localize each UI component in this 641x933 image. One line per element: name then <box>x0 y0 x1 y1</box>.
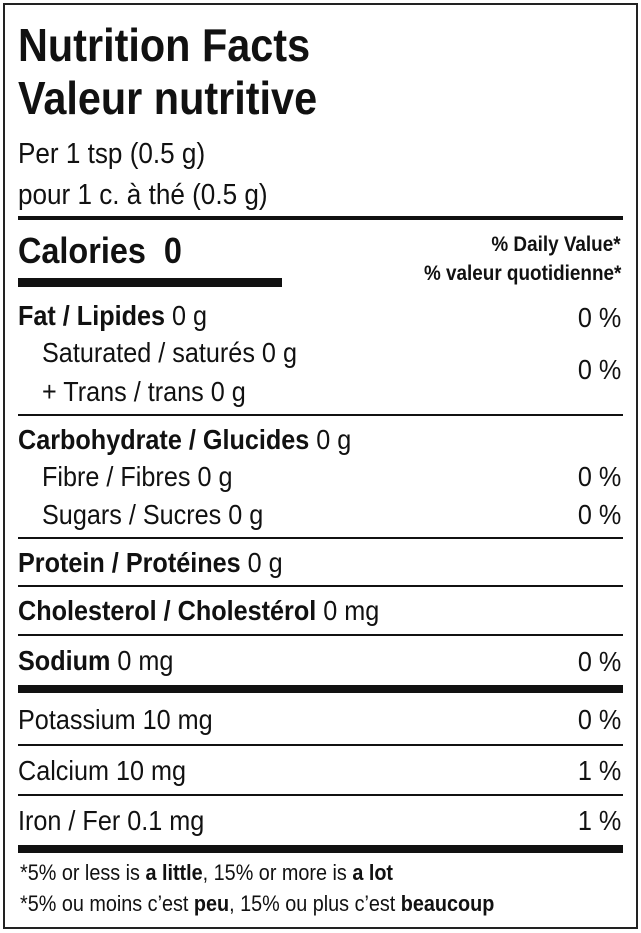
serving-size-english: Per 1 tsp (0.5 g) <box>18 138 206 170</box>
footnote-french: *5% ou moins c’est peu, 15% ou plus c’es… <box>20 893 494 915</box>
calories-row: Calories 0 <box>18 233 182 269</box>
saturated-row: Saturated / saturés 0 g <box>42 339 297 367</box>
sodium-dv: 0 % <box>577 646 621 677</box>
footnote-emphasis: beaucoup <box>400 891 495 916</box>
potassium-amount: 10 mg <box>142 704 213 735</box>
fibre-label: Fibre / Fibres <box>42 461 191 492</box>
iron-row: Iron / Fer 0.1 mg <box>18 807 204 835</box>
fibre-dv: 0 % <box>577 461 621 492</box>
sodium-row: Sodium 0 mg <box>18 647 173 675</box>
cholesterol-row: Cholesterol / Cholestérol 0 mg <box>18 597 379 625</box>
carbohydrate-label: Carbohydrate / Glucides <box>18 424 310 455</box>
footnote-text: *5% ou moins c’est <box>20 891 194 916</box>
cholesterol-label: Cholesterol / Cholestérol <box>18 595 317 626</box>
carbohydrate-amount: 0 g <box>316 424 352 455</box>
divider <box>18 537 623 539</box>
saturated-label: Saturated / saturés <box>42 337 255 368</box>
footnote-emphasis: peu <box>193 891 230 916</box>
calcium-row: Calcium 10 mg <box>18 757 186 785</box>
divider <box>18 744 623 746</box>
iron-dv: 1 % <box>577 805 621 836</box>
fibre-amount: 0 g <box>197 461 233 492</box>
footnote-text: , 15% ou plus c’est <box>229 891 401 916</box>
potassium-row: Potassium 10 mg <box>18 706 213 734</box>
cholesterol-amount: 0 mg <box>323 595 380 626</box>
daily-value-header-french: % valeur quotidienne* <box>423 262 621 285</box>
divider <box>18 216 623 220</box>
divider-thick <box>18 685 623 693</box>
divider <box>18 794 623 796</box>
divider-thick <box>18 845 623 853</box>
calcium-dv: 1 % <box>577 755 621 786</box>
fibre-row: Fibre / Fibres 0 g <box>42 463 232 491</box>
sugars-dv: 0 % <box>577 499 621 530</box>
fat-row: Fat / Lipides 0 g <box>18 302 207 330</box>
protein-label: Protein / Protéines <box>18 547 241 578</box>
sodium-label: Sodium <box>18 645 111 676</box>
divider <box>18 414 623 416</box>
carbohydrate-row: Carbohydrate / Glucides 0 g <box>18 426 351 454</box>
serving-size-french: pour 1 c. à thé (0.5 g) <box>18 179 268 211</box>
sugars-amount: 0 g <box>228 499 264 530</box>
nutrition-facts-table <box>3 3 638 929</box>
footnote-text: *5% or less is <box>20 860 146 885</box>
trans-row: + Trans / trans 0 g <box>42 378 246 406</box>
divider <box>18 585 623 587</box>
calories-value: 0 <box>163 230 182 271</box>
protein-row: Protein / Protéines 0 g <box>18 549 283 577</box>
protein-amount: 0 g <box>247 547 283 578</box>
saturated-amount: 0 g <box>261 337 297 368</box>
calcium-label: Calcium <box>18 755 110 786</box>
calcium-amount: 10 mg <box>116 755 187 786</box>
sugars-row: Sugars / Sucres 0 g <box>42 501 263 529</box>
saturated-trans-dv: 0 % <box>577 354 621 385</box>
daily-value-header-english: % Daily Value* <box>491 233 621 256</box>
calories-label: Calories <box>18 230 146 271</box>
title-french: Valeur nutritive <box>18 72 318 124</box>
trans-label: + Trans / trans <box>42 376 204 407</box>
sodium-amount: 0 mg <box>117 645 174 676</box>
sugars-label: Sugars / Sucres <box>42 499 222 530</box>
fat-dv: 0 % <box>577 302 621 333</box>
title-english: Nutrition Facts <box>18 19 311 71</box>
divider <box>18 634 623 636</box>
footnote-emphasis: a little <box>145 860 203 885</box>
fat-amount: 0 g <box>172 300 208 331</box>
iron-label: Iron / Fer <box>18 805 121 836</box>
fat-label: Fat / Lipides <box>18 300 166 331</box>
trans-amount: 0 g <box>210 376 246 407</box>
footnote-english: *5% or less is a little, 15% or more is … <box>20 862 393 884</box>
calories-bar <box>18 278 282 287</box>
potassium-dv: 0 % <box>577 704 621 735</box>
footnote-text: , 15% or more is <box>202 860 353 885</box>
iron-amount: 0.1 mg <box>127 805 205 836</box>
footnote-emphasis: a lot <box>352 860 394 885</box>
potassium-label: Potassium <box>18 704 136 735</box>
